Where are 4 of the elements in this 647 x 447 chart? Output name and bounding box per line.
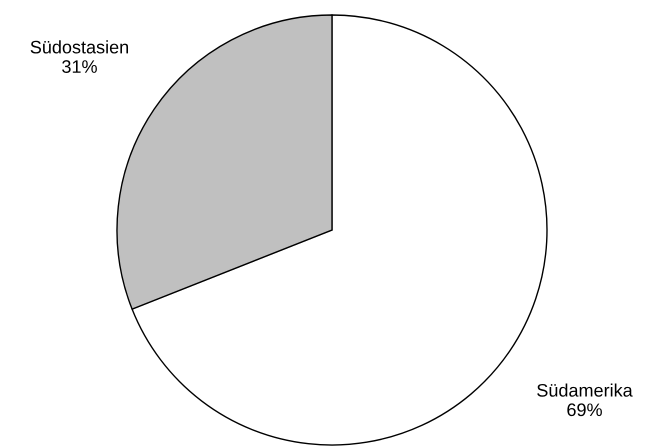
- data-label: 69%: [567, 403, 602, 416]
- data-label: 31%: [62, 60, 97, 73]
- slice-label: Südostasien: [30, 40, 128, 54]
- slice-label: Südamerika: [537, 383, 633, 397]
